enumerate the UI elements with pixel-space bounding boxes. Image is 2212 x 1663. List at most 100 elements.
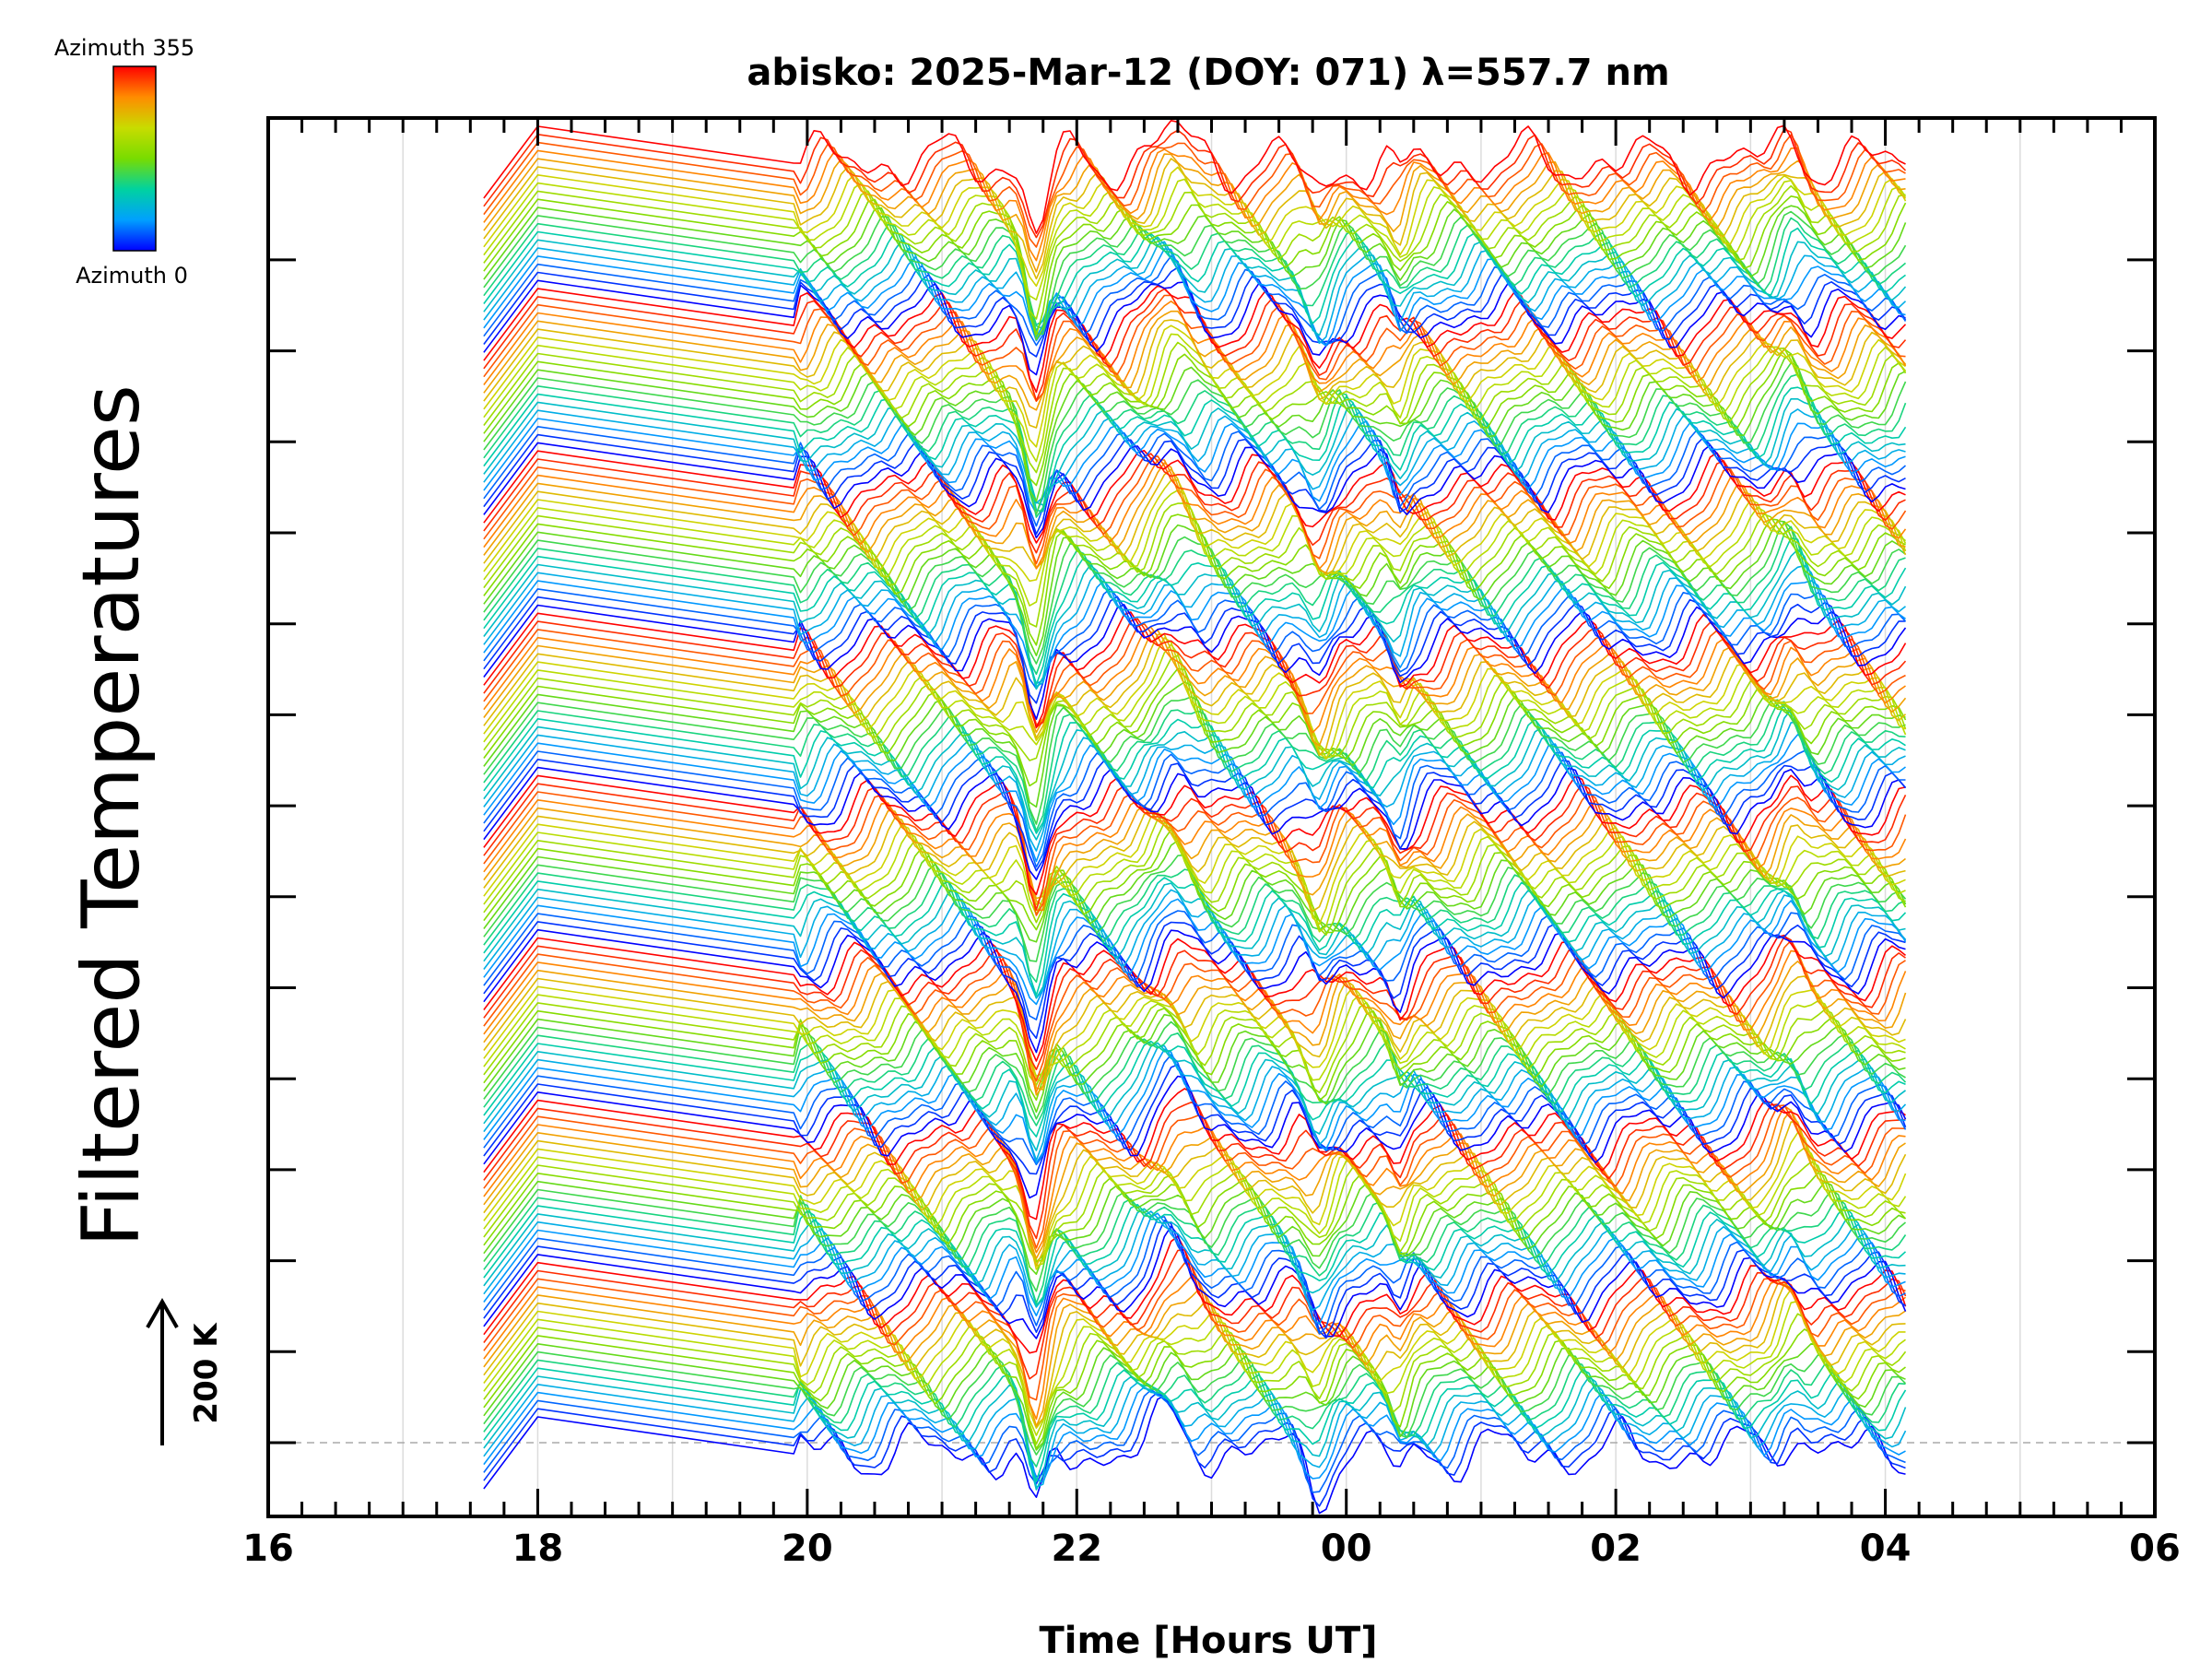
azimuth-colorbar: Azimuth 355 Azimuth 0: [54, 35, 194, 289]
series-line: [483, 1280, 1906, 1427]
series-line: [483, 166, 1907, 288]
series-line: [483, 324, 1906, 448]
series-line: [483, 248, 1906, 347]
series-line: [483, 453, 1906, 554]
series-line: [483, 408, 1906, 504]
x-tick-label: 18: [512, 1527, 564, 1570]
series-line: [483, 1386, 1906, 1483]
series-line: [483, 442, 1906, 539]
series-line: [483, 708, 1906, 841]
arrow-up-icon: [146, 1297, 179, 1328]
series-line: [483, 1001, 1906, 1094]
x-tick-label: 00: [1321, 1527, 1372, 1570]
series-line: [483, 418, 1906, 514]
series-line: [483, 829, 1907, 934]
series-line: [483, 774, 1906, 896]
series-line: [483, 433, 1906, 536]
series-line: [483, 681, 1906, 808]
series-line: [483, 1262, 1906, 1401]
series-line: [483, 655, 1907, 761]
series-line: [483, 1313, 1907, 1445]
series-line: [483, 1367, 1907, 1482]
series-line: [483, 333, 1907, 463]
series-line: [483, 279, 1906, 376]
x-tick-label: 16: [242, 1527, 294, 1570]
series-line: [483, 158, 1907, 280]
series-line: [483, 1161, 1906, 1262]
x-tick-label: 20: [782, 1527, 833, 1570]
series-line: [483, 468, 1907, 575]
series-line: [483, 1328, 1906, 1450]
series-line: [483, 868, 1906, 984]
series-line: [483, 928, 1906, 1054]
series-line: [483, 734, 1906, 863]
series-line: [483, 1389, 1906, 1493]
series-line: [483, 1235, 1907, 1354]
series-line: [483, 1395, 1906, 1515]
series-line: [483, 241, 1907, 345]
series-line: [483, 153, 1906, 273]
series-line: [483, 637, 1906, 761]
colorbar-max-label: Azimuth 355: [54, 35, 194, 61]
series-line: [483, 629, 1907, 747]
series-line: [483, 898, 1907, 1006]
scale-bar: 200 K: [146, 1297, 225, 1445]
colorbar-min-label: Azimuth 0: [76, 263, 188, 289]
series-line: [483, 128, 1907, 239]
series-line: [483, 749, 1906, 868]
series-line: [483, 1276, 1906, 1421]
series-line: [483, 604, 1907, 720]
series-line: [483, 301, 1907, 402]
series-line: [483, 1013, 1906, 1114]
series-line: [483, 1131, 1907, 1270]
series-line: [483, 1359, 1906, 1468]
series-line: [483, 759, 1907, 872]
series-line: [483, 1220, 1906, 1339]
series-line: [483, 821, 1906, 937]
x-axis-label: Time [Hours UT]: [1040, 1620, 1378, 1659]
series-line: [483, 1121, 1907, 1267]
series-line: [483, 1350, 1907, 1456]
series-line: [483, 1212, 1906, 1325]
series-line: [483, 426, 1907, 527]
series-line: [483, 1188, 1907, 1292]
series-line: [483, 921, 1906, 1039]
series-line: [483, 1225, 1907, 1339]
series-line: [483, 236, 1907, 336]
series-line: [483, 1008, 1906, 1102]
series-line: [483, 949, 1907, 1093]
series-line: [483, 985, 1906, 1084]
series-line: [483, 1197, 1907, 1304]
series-line: [483, 294, 1906, 402]
x-tick-label: 22: [1051, 1527, 1102, 1570]
series-line: [483, 341, 1907, 474]
series-line: [483, 633, 1907, 757]
series-line: [483, 936, 1906, 1070]
colorbar-bar: [112, 65, 157, 252]
series-line: [483, 398, 1906, 506]
scale-bar-label: 200 K: [188, 1322, 225, 1424]
series-line: [483, 285, 1907, 394]
series-line: [483, 667, 1907, 787]
series-line: [483, 1172, 1907, 1263]
series-line: [483, 310, 1907, 411]
series-line: [483, 1044, 1907, 1162]
series-lines: [483, 120, 1907, 1515]
series-line: [483, 205, 1907, 341]
series-line: [483, 975, 1907, 1091]
series-line: [483, 643, 1907, 759]
series-line: [483, 227, 1906, 326]
series-line: [483, 1048, 1906, 1164]
x-tick-label: 04: [1860, 1527, 1912, 1570]
series-line: [483, 134, 1906, 248]
series-line: [483, 1147, 1907, 1267]
series-line: [483, 525, 1906, 676]
series-line: [483, 816, 1906, 933]
x-tick-label: 06: [2129, 1527, 2181, 1570]
series-line: [483, 611, 1907, 729]
series-line: [483, 1249, 1907, 1380]
series-line: [483, 502, 1907, 628]
series-line: [483, 1382, 1907, 1489]
chart-title: abisko: 2025-Mar-12 (DOY: 071) λ=557.7 n…: [747, 52, 1669, 94]
